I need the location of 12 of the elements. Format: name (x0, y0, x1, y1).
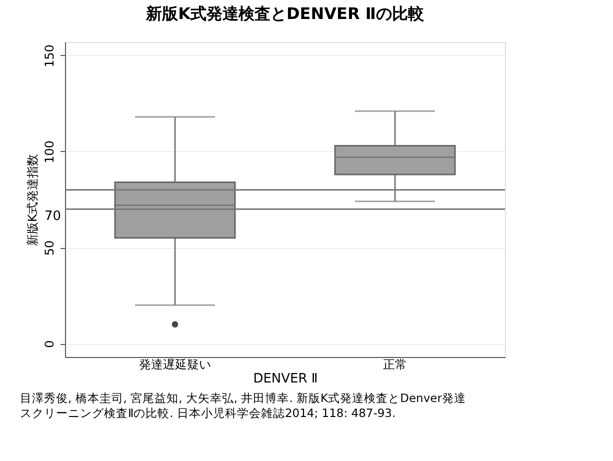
ref-line-label: 70 (44, 209, 61, 224)
y-tick-label: 100 (42, 140, 56, 164)
y-axis-title: 新版K式発達指数 (26, 154, 40, 246)
text: 目澤秀俊, 橋本圭司, 宮尾益知, 大矢幸弘, 井田博幸. 新版K式発達検査とDenver発達 (20, 391, 466, 405)
text: スクリーニング検査Ⅱの比較. 日本小児科学会雑誌2014; 118: 487-93. (20, 406, 396, 420)
x-tick-label: 発達遅延疑い (139, 358, 211, 372)
y-tick-label: 150 (42, 44, 56, 68)
y-tick-label: 0 (42, 340, 56, 348)
x-tick-label: 正常 (383, 358, 407, 372)
x-axis-title: DENVER Ⅱ (253, 372, 318, 386)
chart-title: 新版K式発達検査とDENVER Ⅱの比較 (145, 4, 425, 23)
y-tick-label: 50 (42, 240, 56, 256)
